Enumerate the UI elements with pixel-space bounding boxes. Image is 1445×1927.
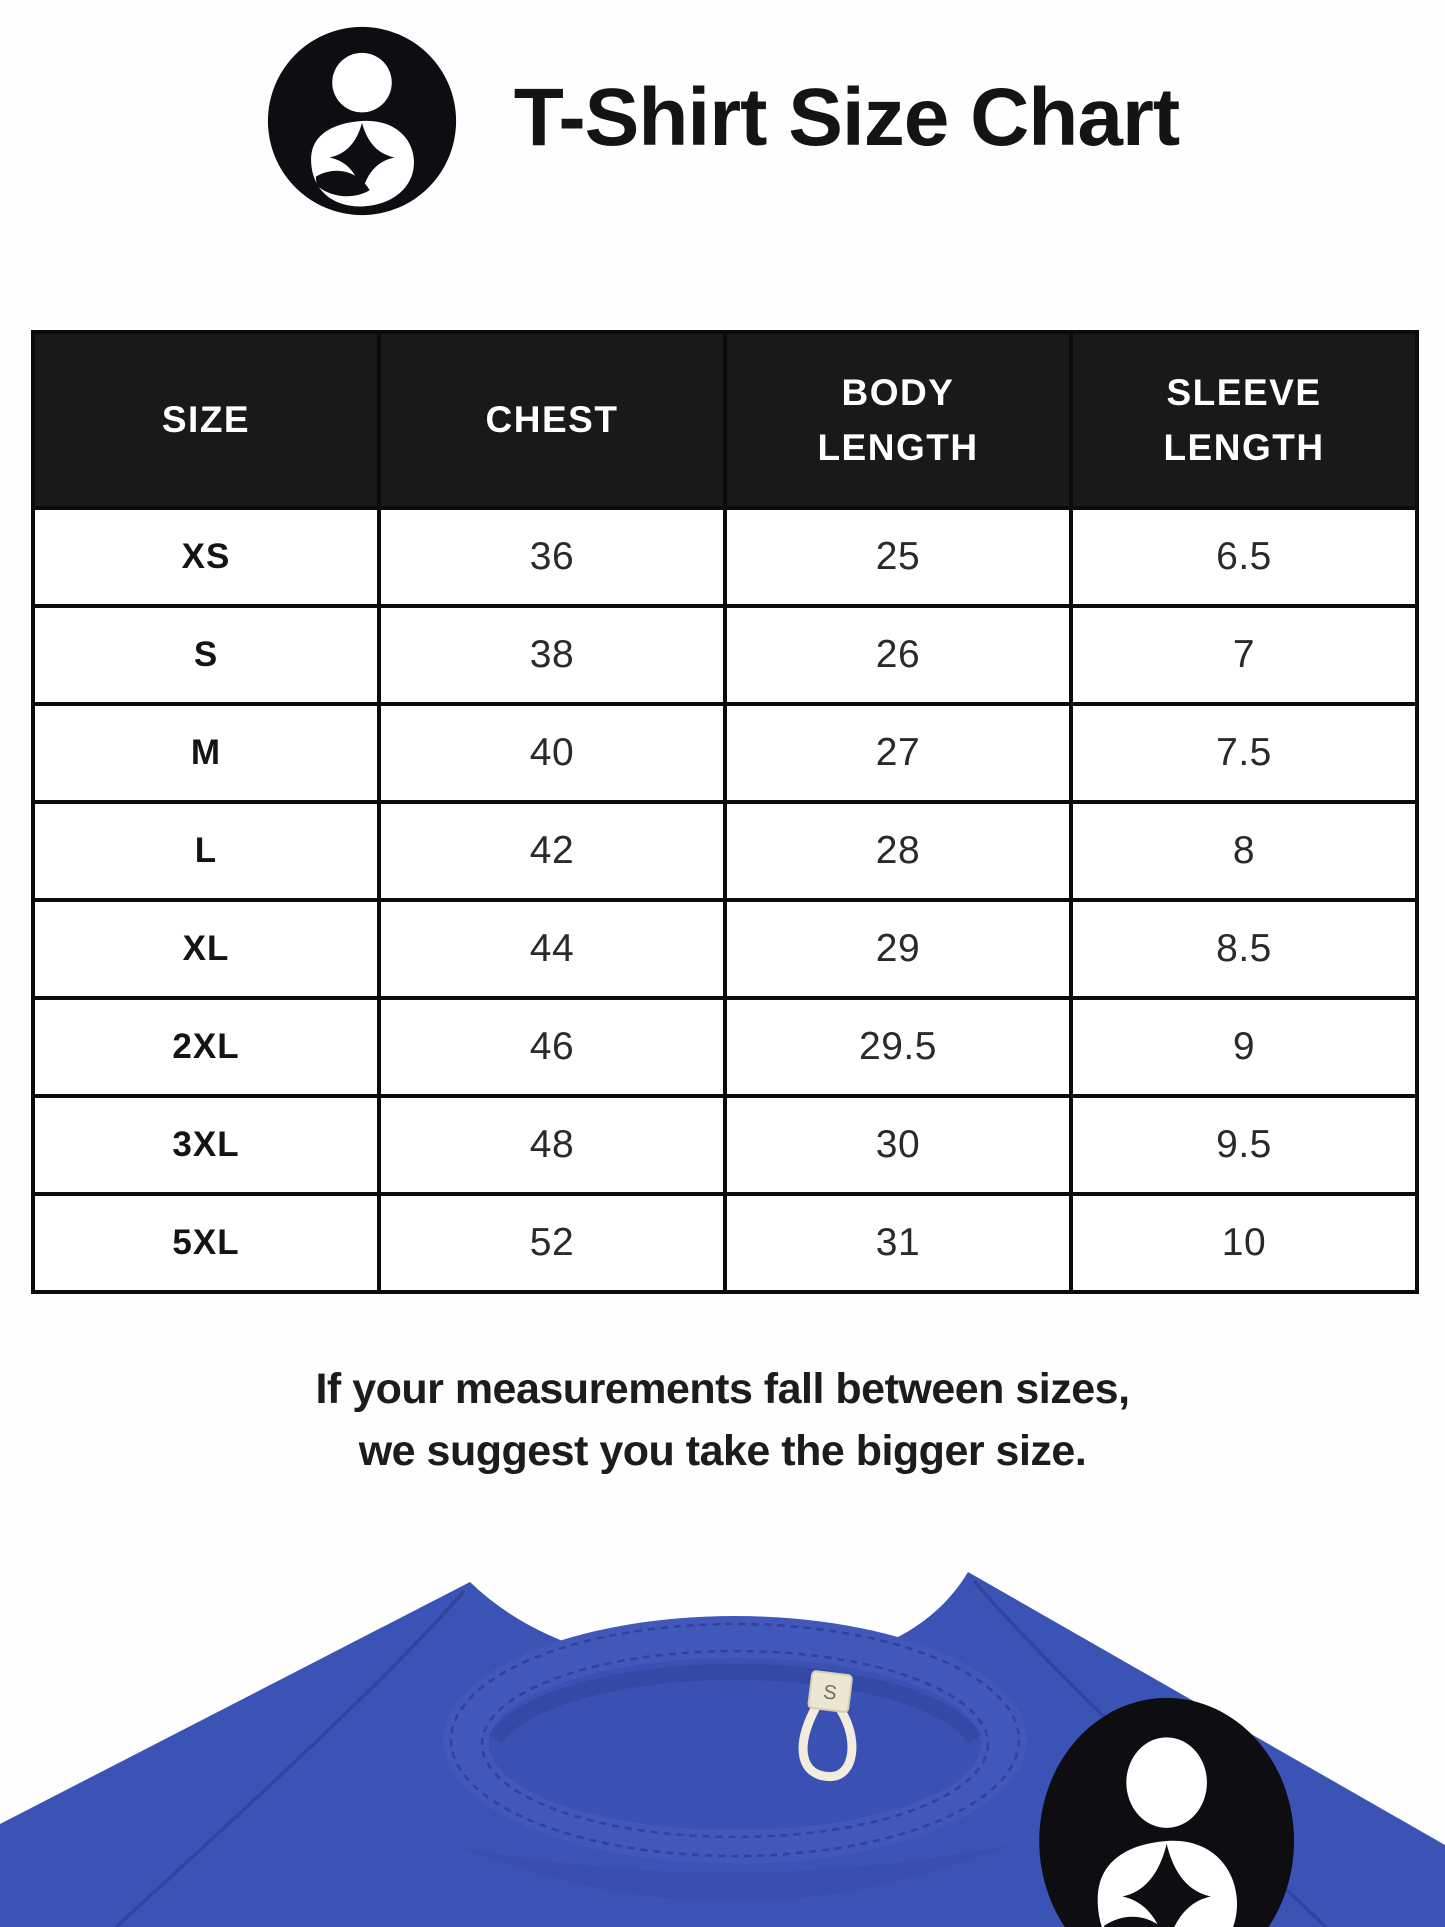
- size-tag: S: [798, 1670, 857, 1782]
- column-header-chest: CHEST: [377, 330, 727, 510]
- column-header-sleeve-length: SLEEVE LENGTH: [1069, 330, 1419, 510]
- size-cell: L: [31, 800, 381, 902]
- body-length-cell: 28: [723, 800, 1073, 902]
- tag-size-letter: S: [822, 1681, 838, 1704]
- chest-cell: 36: [377, 506, 727, 608]
- size-cell: 3XL: [31, 1094, 381, 1196]
- body-length-cell: 26: [723, 604, 1073, 706]
- body-length-cell: 29: [723, 898, 1073, 1000]
- chest-cell: 38: [377, 604, 727, 706]
- body-length-cell: 25: [723, 506, 1073, 608]
- table-row: L 42 28 8: [31, 800, 1419, 902]
- body-length-cell: 31: [723, 1192, 1073, 1294]
- table-row: 5XL 52 31 10: [31, 1192, 1419, 1294]
- table-row: S 38 26 7: [31, 604, 1419, 706]
- sleeve-length-cell: 7.5: [1069, 702, 1419, 804]
- sleeve-length-cell: 6.5: [1069, 506, 1419, 608]
- chest-cell: 48: [377, 1094, 727, 1196]
- size-cell: S: [31, 604, 381, 706]
- tag-loop: [798, 1701, 857, 1782]
- size-cell: M: [31, 702, 381, 804]
- header-row: SIZE CHEST BODY LENGTH SLEEVE LENGTH: [31, 330, 1419, 510]
- chest-cell: 52: [377, 1192, 727, 1294]
- size-cell: 5XL: [31, 1192, 381, 1294]
- table-row: XS 36 25 6.5: [31, 506, 1419, 608]
- tshirt-photo: S: [0, 1572, 1445, 1927]
- column-header-size: SIZE: [31, 330, 381, 510]
- chest-cell: 40: [377, 702, 727, 804]
- sleeve-length-cell: 10: [1069, 1192, 1419, 1294]
- chest-cell: 46: [377, 996, 727, 1098]
- sleeve-length-cell: 9: [1069, 996, 1419, 1098]
- size-table-header: SIZE CHEST BODY LENGTH SLEEVE LENGTH: [31, 330, 1419, 510]
- page-title: T-Shirt Size Chart: [513, 71, 1180, 163]
- sleeve-length-cell: 8: [1069, 800, 1419, 902]
- fit-note: If your measurements fall between sizes,…: [0, 1358, 1445, 1482]
- chest-shading: [460, 1845, 1010, 1902]
- size-cell: XS: [31, 506, 381, 608]
- table-row: 3XL 48 30 9.5: [31, 1094, 1419, 1196]
- table-row: 2XL 46 29.5 9: [31, 996, 1419, 1098]
- size-cell: 2XL: [31, 996, 381, 1098]
- brand-logo-icon: [266, 25, 458, 217]
- table-row: XL 44 29 8.5: [31, 898, 1419, 1000]
- body-length-cell: 29.5: [723, 996, 1073, 1098]
- fit-note-line: we suggest you take the bigger size.: [358, 1427, 1087, 1475]
- sleeve-length-cell: 9.5: [1069, 1094, 1419, 1196]
- chest-cell: 42: [377, 800, 727, 902]
- table-row: M 40 27 7.5: [31, 702, 1419, 804]
- brand-header: T-Shirt Size Chart: [0, 0, 1445, 235]
- left-sleeve-seam: [114, 1589, 466, 1927]
- collar: [443, 1616, 1027, 1864]
- body-length-cell: 27: [723, 702, 1073, 804]
- body-length-cell: 30: [723, 1094, 1073, 1196]
- tag-face: [807, 1670, 853, 1713]
- chest-cell: 44: [377, 898, 727, 1000]
- fit-note-line: If your measurements fall between sizes,: [315, 1365, 1130, 1413]
- sleeve-length-cell: 7: [1069, 604, 1419, 706]
- size-table-body: XS 36 25 6.5 S 38 26 7 M 40 27 7.5 L 42 …: [31, 506, 1419, 1294]
- sleeve-length-cell: 8.5: [1069, 898, 1419, 1000]
- size-cell: XL: [31, 898, 381, 1000]
- column-header-body-length: BODY LENGTH: [723, 330, 1073, 510]
- size-table: SIZE CHEST BODY LENGTH SLEEVE LENGTH XS …: [31, 330, 1419, 1294]
